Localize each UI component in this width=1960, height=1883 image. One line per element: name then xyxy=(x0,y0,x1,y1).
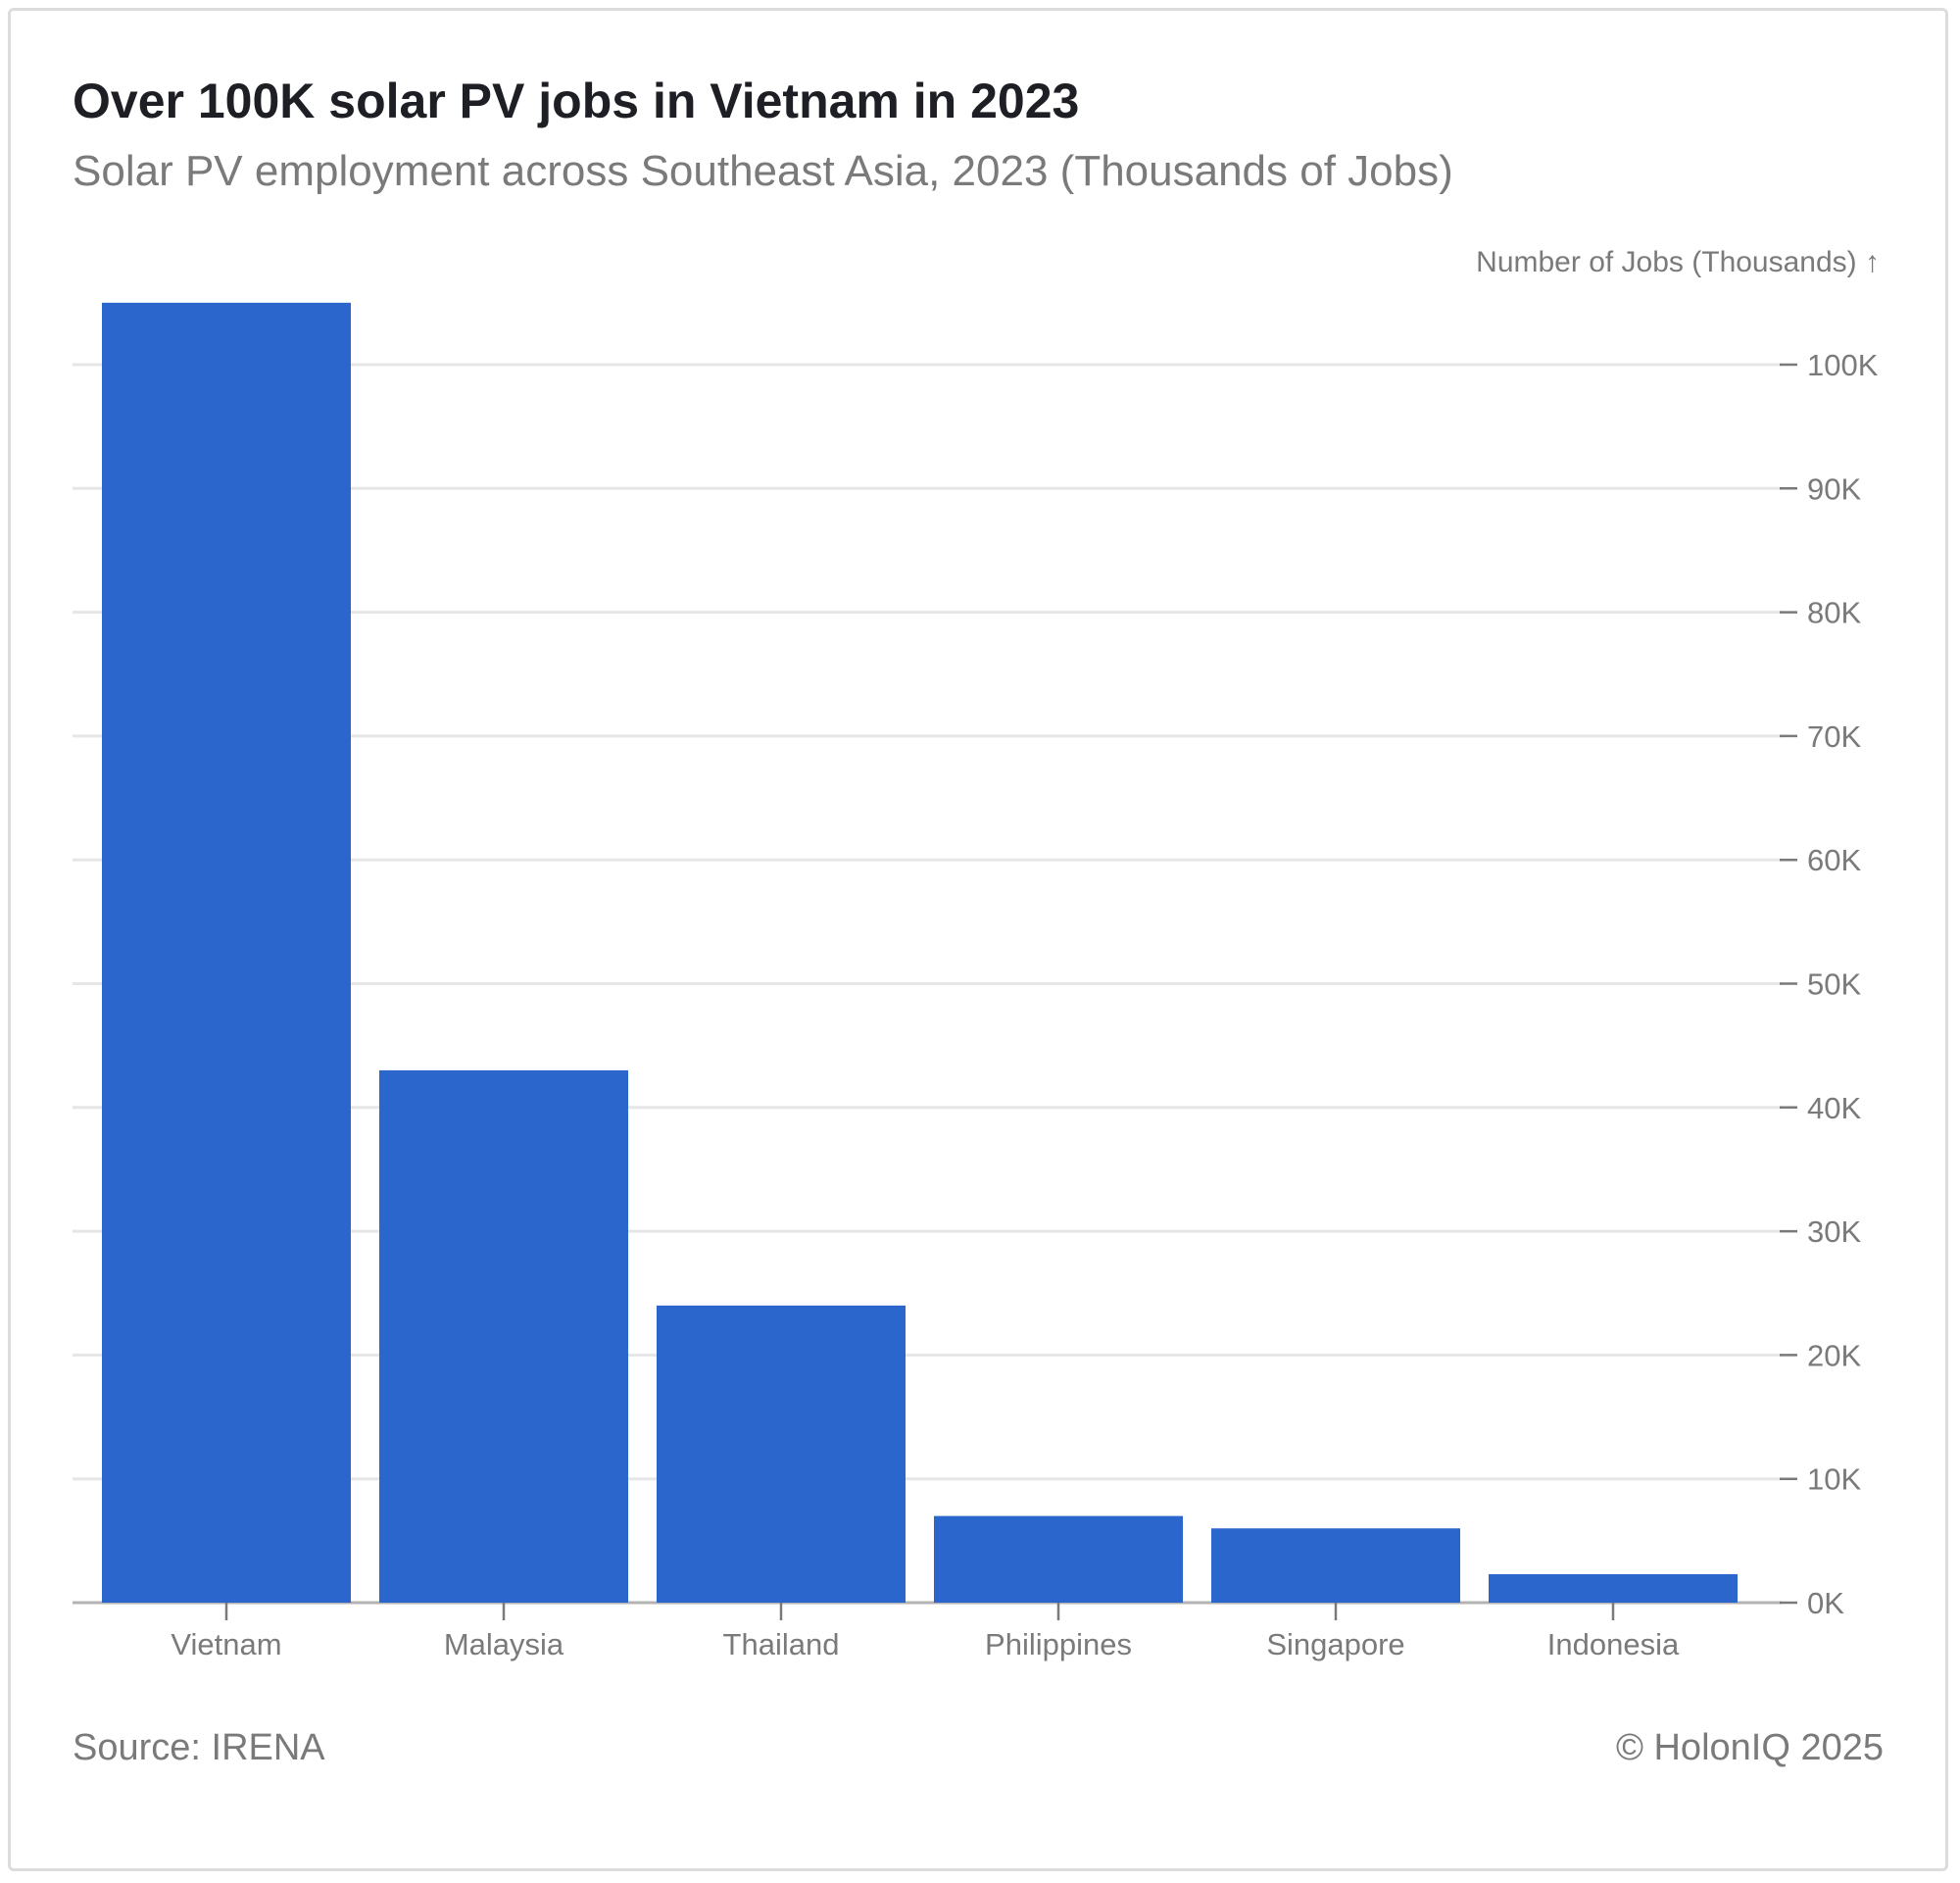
y-axis-label: Number of Jobs (Thousands) ↑ xyxy=(1476,246,1880,278)
y-tick-label: 80K xyxy=(1807,596,1861,630)
y-tick-label: 20K xyxy=(1807,1338,1861,1372)
bar-philippines xyxy=(934,1515,1183,1603)
bar-indonesia xyxy=(1489,1573,1738,1603)
y-tick-label: 90K xyxy=(1807,471,1861,506)
x-tick-label: Thailand xyxy=(723,1627,840,1661)
x-tick-label: Vietnam xyxy=(171,1627,281,1661)
bar-singapore xyxy=(1211,1528,1460,1603)
axes: 0K 10K 20K 30K 40K 50K 60K 70K 80K 90K 100K Vietnam… xyxy=(171,348,1878,1661)
x-tick-label: Philippines xyxy=(985,1627,1132,1661)
copyright-note: © HolonIQ 2025 xyxy=(1615,1727,1884,1768)
bars xyxy=(102,302,1738,1604)
chart-subtitle: Solar PV employment across Southeast Asi… xyxy=(73,147,1453,195)
y-tick-label: 70K xyxy=(1807,719,1861,754)
y-tick-label: 60K xyxy=(1807,843,1861,877)
y-tick-label: 100K xyxy=(1807,348,1879,382)
y-tick-label: 0K xyxy=(1807,1586,1844,1620)
y-tick-label: 10K xyxy=(1807,1462,1861,1497)
bar-thailand xyxy=(657,1305,906,1603)
bar-malaysia xyxy=(379,1069,628,1603)
x-tick-label: Indonesia xyxy=(1547,1627,1680,1661)
bar-vietnam xyxy=(102,302,351,1604)
y-tick-label: 40K xyxy=(1807,1091,1861,1125)
chart-title: Over 100K solar PV jobs in Vietnam in 20… xyxy=(73,74,1080,128)
source-note: Source: IRENA xyxy=(73,1727,325,1768)
x-tick-label: Singapore xyxy=(1266,1627,1404,1661)
y-tick-label: 30K xyxy=(1807,1214,1861,1249)
y-tick-label: 50K xyxy=(1807,967,1861,1002)
x-tick-label: Malaysia xyxy=(444,1627,564,1661)
